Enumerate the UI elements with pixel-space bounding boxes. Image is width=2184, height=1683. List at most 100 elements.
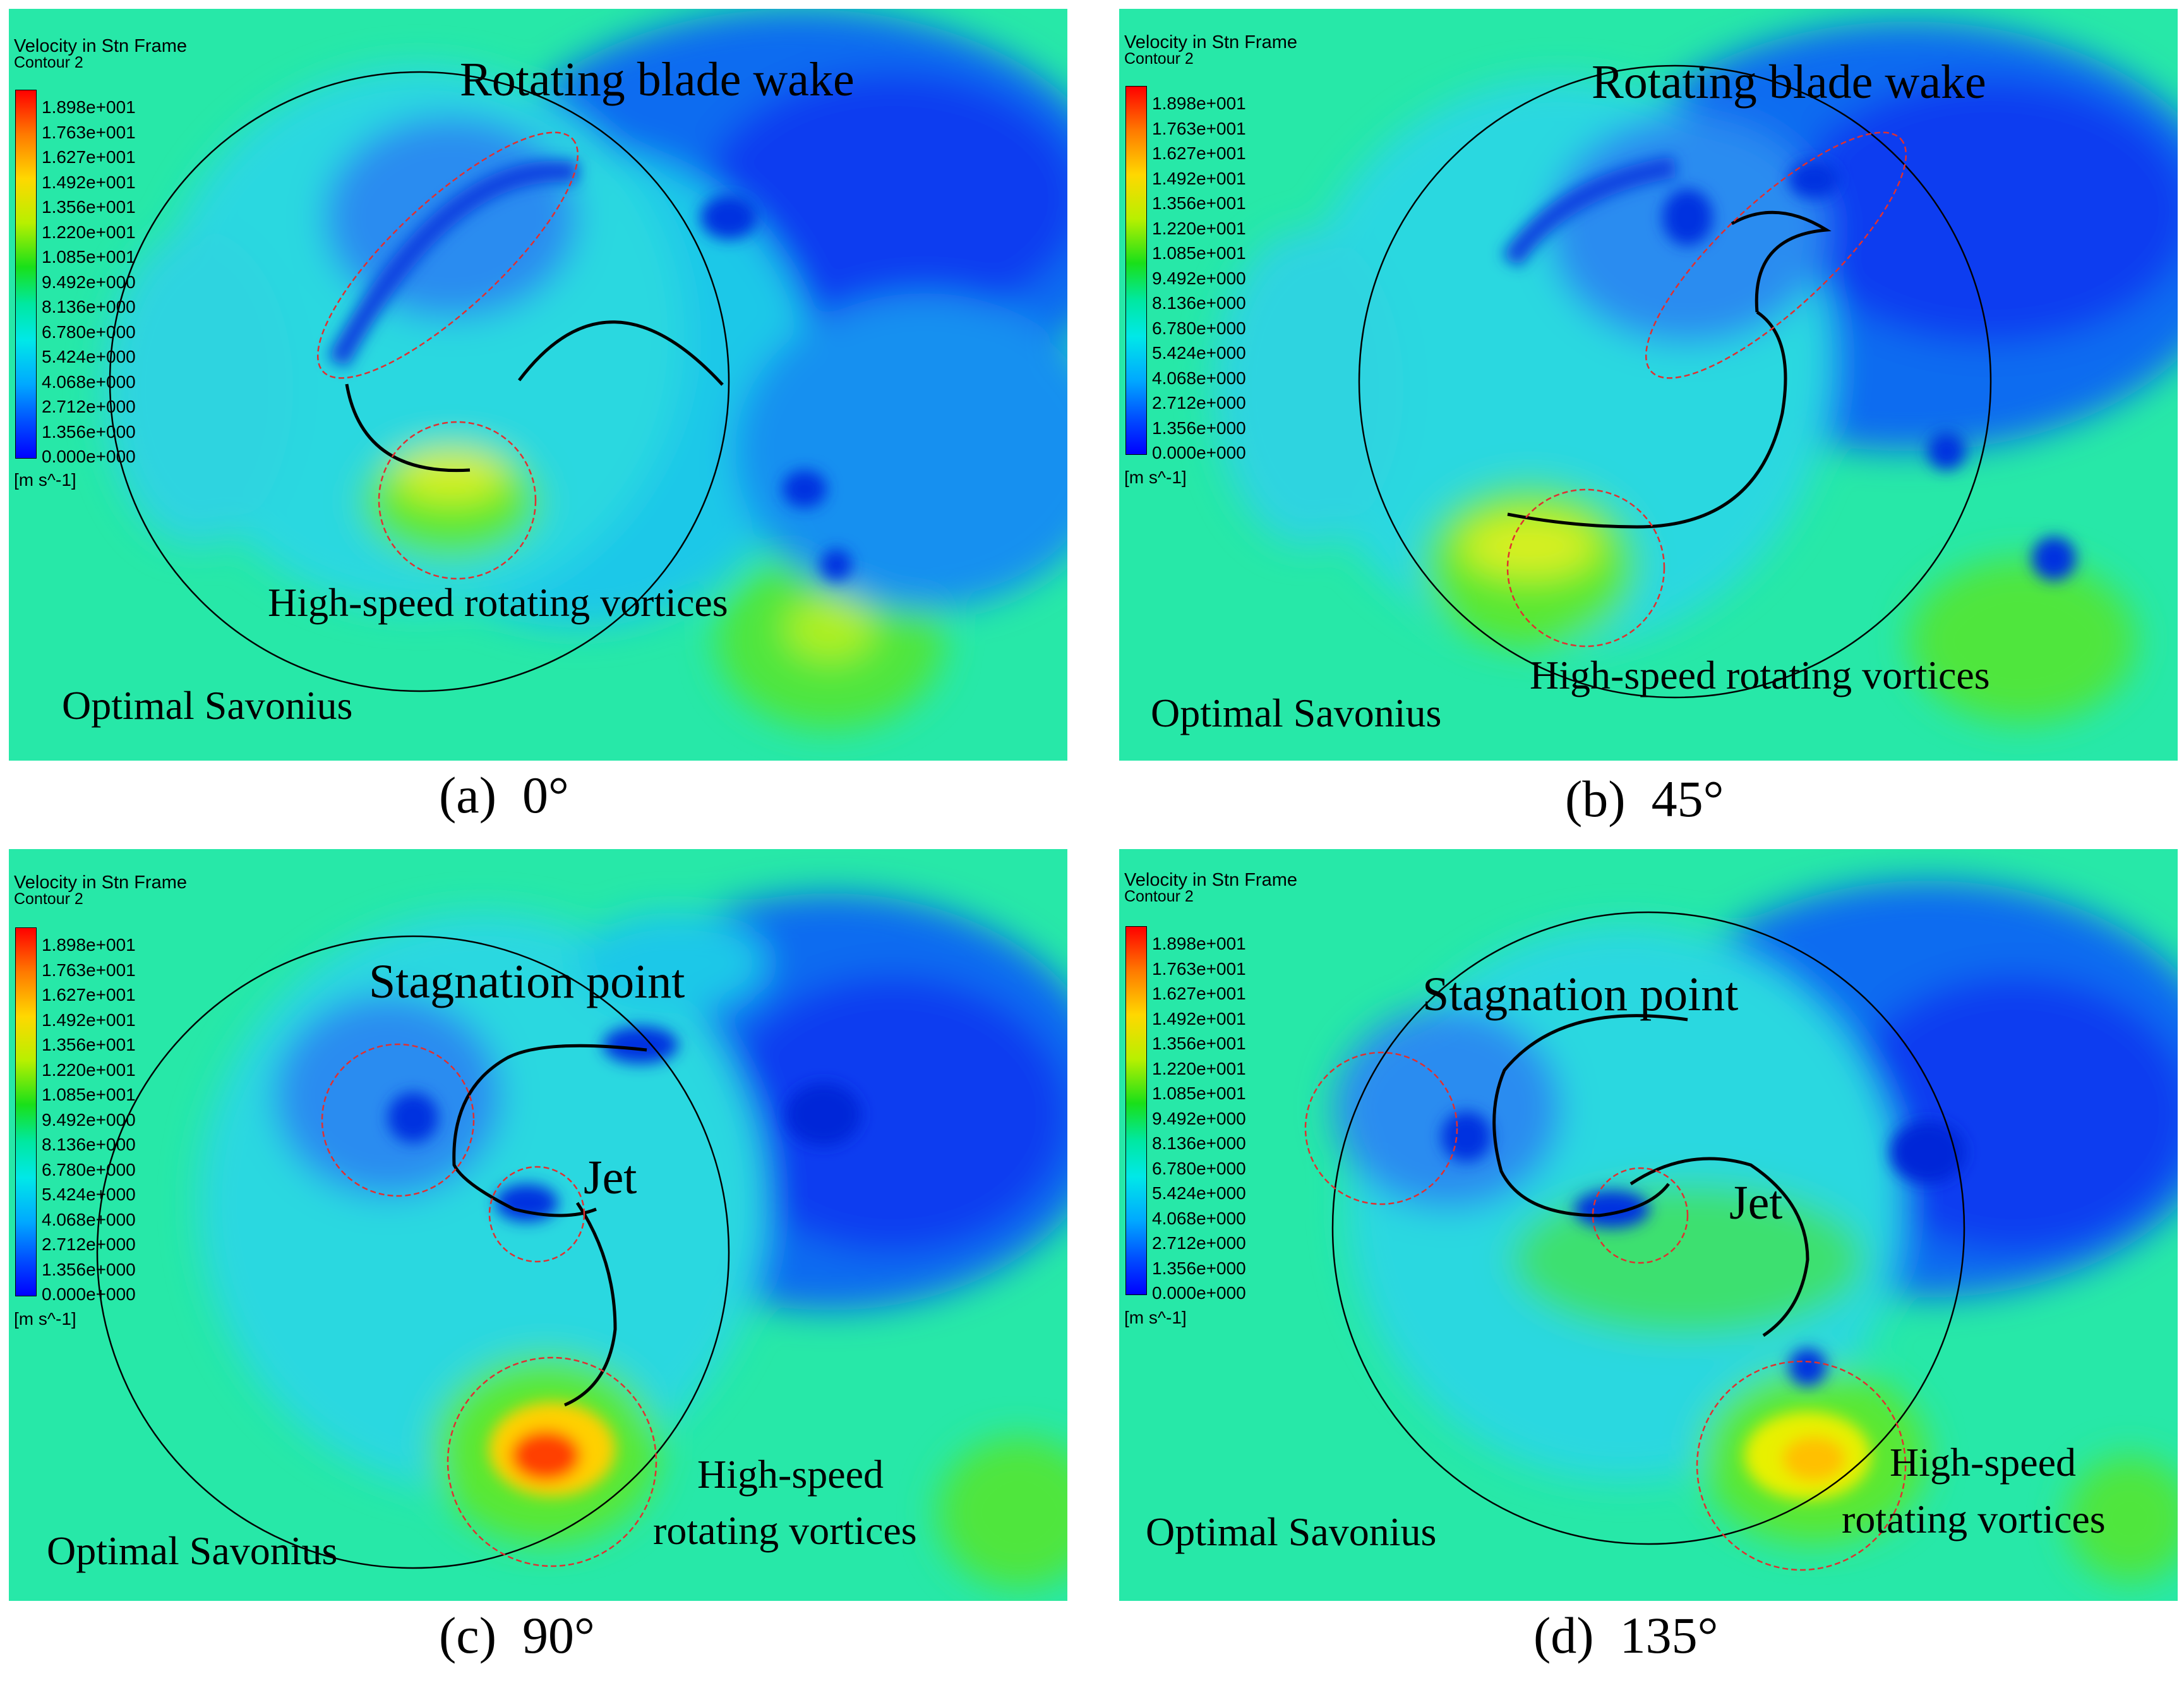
annotation-stagnation-point: Stagnation point — [369, 955, 685, 1008]
annotation-high-speed-vortices: High-speed rotating vortices — [1530, 653, 1990, 697]
caption-c: (c) 90° — [439, 1607, 595, 1664]
legend-title: Velocity in Stn Frame — [14, 36, 187, 56]
legend-tick-label: 1.898e+001 — [42, 935, 136, 955]
legend-tick-label: 1.220e+001 — [1152, 1058, 1246, 1078]
blade-lower — [1629, 1157, 1809, 1337]
blade-upper — [1492, 1014, 1688, 1217]
legend-tick-label: 1.085e+001 — [42, 247, 136, 267]
legend-tick-label: 6.780e+000 — [1152, 1158, 1246, 1178]
caption-b: (b) 45° — [1565, 771, 1724, 828]
panel-c-contour: Velocity in Stn Frame Contour 2 1.898e+0… — [9, 849, 1067, 1601]
legend-tick-label: 6.780e+000 — [42, 322, 136, 342]
vortex-highlight-circle — [1696, 1360, 1907, 1571]
legend-tick-label: 1.898e+001 — [1152, 94, 1246, 113]
legend-tick-label: 6.780e+000 — [1152, 318, 1246, 338]
velocity-field-a — [9, 9, 1067, 761]
legend-tick-label: 8.136e+000 — [42, 1135, 136, 1154]
legend-tick-label: 1.356e+000 — [42, 421, 136, 442]
rotor-domain-circle — [96, 935, 730, 1569]
legend-tick-label: 0.000e+000 — [42, 447, 136, 466]
legend-tick-label: 1.356e+001 — [42, 1035, 136, 1054]
caption-angle: 45° — [1651, 770, 1724, 828]
legend-tick-label: 1.763e+001 — [1152, 958, 1246, 979]
legend-tick-label: 5.424e+000 — [42, 347, 136, 366]
legend-tick-label: 1.356e+000 — [1152, 418, 1246, 438]
blade-lower — [564, 1202, 617, 1407]
caption-angle: 90° — [522, 1607, 595, 1664]
legend-title: Velocity in Stn Frame — [1124, 870, 1297, 890]
legend-subtitle: Contour 2 — [14, 54, 83, 71]
legend-subtitle: Contour 2 — [1124, 888, 1194, 905]
rotor-domain-circle — [1331, 911, 1965, 1545]
legend-tick-label: 1.898e+001 — [42, 97, 136, 117]
jet-highlight-circle — [488, 1166, 585, 1263]
legend-tick-label: 1.492e+001 — [1152, 168, 1246, 188]
colorbar — [15, 90, 37, 459]
legend-tick-label: 1.356e+001 — [42, 197, 136, 217]
legend-tick-label: 1.627e+001 — [1152, 984, 1246, 1003]
legend-tick-label: 5.424e+000 — [1152, 343, 1246, 363]
stagnation-highlight-circle — [321, 1043, 475, 1197]
legend-tick-label: 1.356e+001 — [1152, 1034, 1246, 1053]
legend-tick-label: 4.068e+000 — [1152, 1208, 1246, 1228]
annotation-high-speed: High-speed — [1890, 1440, 2077, 1485]
vortex-highlight-circle — [1506, 488, 1665, 648]
legend-tick-label: 1.492e+001 — [42, 1010, 136, 1030]
legend-tick-label: 9.492e+000 — [42, 272, 136, 292]
legend-tick-label: 1.085e+001 — [42, 1085, 136, 1104]
legend-title: Velocity in Stn Frame — [1124, 32, 1297, 52]
colorbar — [1125, 86, 1147, 455]
legend-tick-label: 2.712e+000 — [42, 397, 136, 416]
legend-tick-label: 2.712e+000 — [1152, 393, 1246, 413]
legend-tick-label: 6.780e+000 — [42, 1159, 136, 1179]
legend-unit: [m s^-1] — [1124, 1308, 1187, 1327]
annotation-rotating-vortices: rotating vortices — [653, 1508, 917, 1553]
vortex-highlight-circle — [378, 421, 537, 580]
legend-tick-label: 1.627e+001 — [1152, 143, 1246, 163]
legend-unit: [m s^-1] — [14, 1309, 76, 1329]
legend-tick-label: 1.763e+001 — [42, 122, 136, 142]
velocity-field-c — [9, 849, 1067, 1601]
blade-right — [518, 320, 724, 386]
legend-tick-label: 1.627e+001 — [42, 147, 136, 167]
annotation-stagnation-point: Stagnation point — [1422, 968, 1739, 1021]
caption-label: (c) — [439, 1607, 497, 1664]
annotation-rotating-blade-wake: Rotating blade wake — [1592, 56, 1986, 109]
panel-a-contour: Velocity in Stn Frame Contour 2 1.898e+0… — [9, 9, 1067, 761]
legend-tick-label: 1.492e+001 — [42, 172, 136, 192]
legend-tick-label: 1.085e+001 — [1152, 1083, 1246, 1103]
panel-b-contour: Velocity in Stn Frame Contour 2 1.898e+0… — [1119, 9, 2178, 761]
annotation-jet: Jet — [1729, 1176, 1783, 1229]
legend-tick-label: 5.424e+000 — [42, 1185, 136, 1204]
rotor-domain-circle — [109, 71, 730, 692]
legend-tick-label: 0.000e+000 — [1152, 1283, 1246, 1303]
velocity-field-b — [1119, 9, 2178, 761]
legend-tick-label: 4.068e+000 — [42, 1209, 136, 1229]
legend-tick-label: 8.136e+000 — [42, 297, 136, 317]
legend-tick-label: 1.627e+001 — [42, 985, 136, 1004]
wake-highlight-ellipse — [1645, 131, 1907, 379]
legend-tick-label: 4.068e+000 — [42, 371, 136, 392]
annotation-high-speed: High-speed — [697, 1452, 884, 1497]
legend-tick-label: 1.085e+001 — [1152, 243, 1246, 263]
caption-angle: 0° — [522, 766, 569, 824]
velocity-field-d — [1119, 849, 2178, 1601]
wake-highlight-ellipse — [316, 131, 579, 379]
colorbar — [1125, 926, 1147, 1295]
legend-tick-label: 0.000e+000 — [42, 1284, 136, 1304]
annotation-jet: Jet — [584, 1151, 637, 1204]
legend-tick-label: 1.220e+001 — [42, 222, 136, 242]
legend-tick-label: 1.356e+000 — [1152, 1258, 1246, 1278]
colorbar — [15, 927, 37, 1296]
annotation-high-speed-vortices: High-speed rotating vortices — [268, 580, 728, 625]
annotation-rotating-vortices: rotating vortices — [1842, 1497, 2106, 1541]
annotation-rotating-blade-wake: Rotating blade wake — [460, 53, 855, 106]
legend-tick-label: 8.136e+000 — [1152, 1133, 1246, 1153]
legend-tick-label: 1.356e+001 — [1152, 193, 1246, 213]
legend-tick-label: 1.898e+001 — [1152, 934, 1246, 953]
blade-left — [345, 383, 471, 473]
caption-d: (d) 135° — [1533, 1607, 1718, 1664]
legend-tick-label: 1.220e+001 — [1152, 218, 1246, 238]
legend-subtitle: Contour 2 — [1124, 50, 1194, 68]
legend-title: Velocity in Stn Frame — [14, 872, 187, 893]
